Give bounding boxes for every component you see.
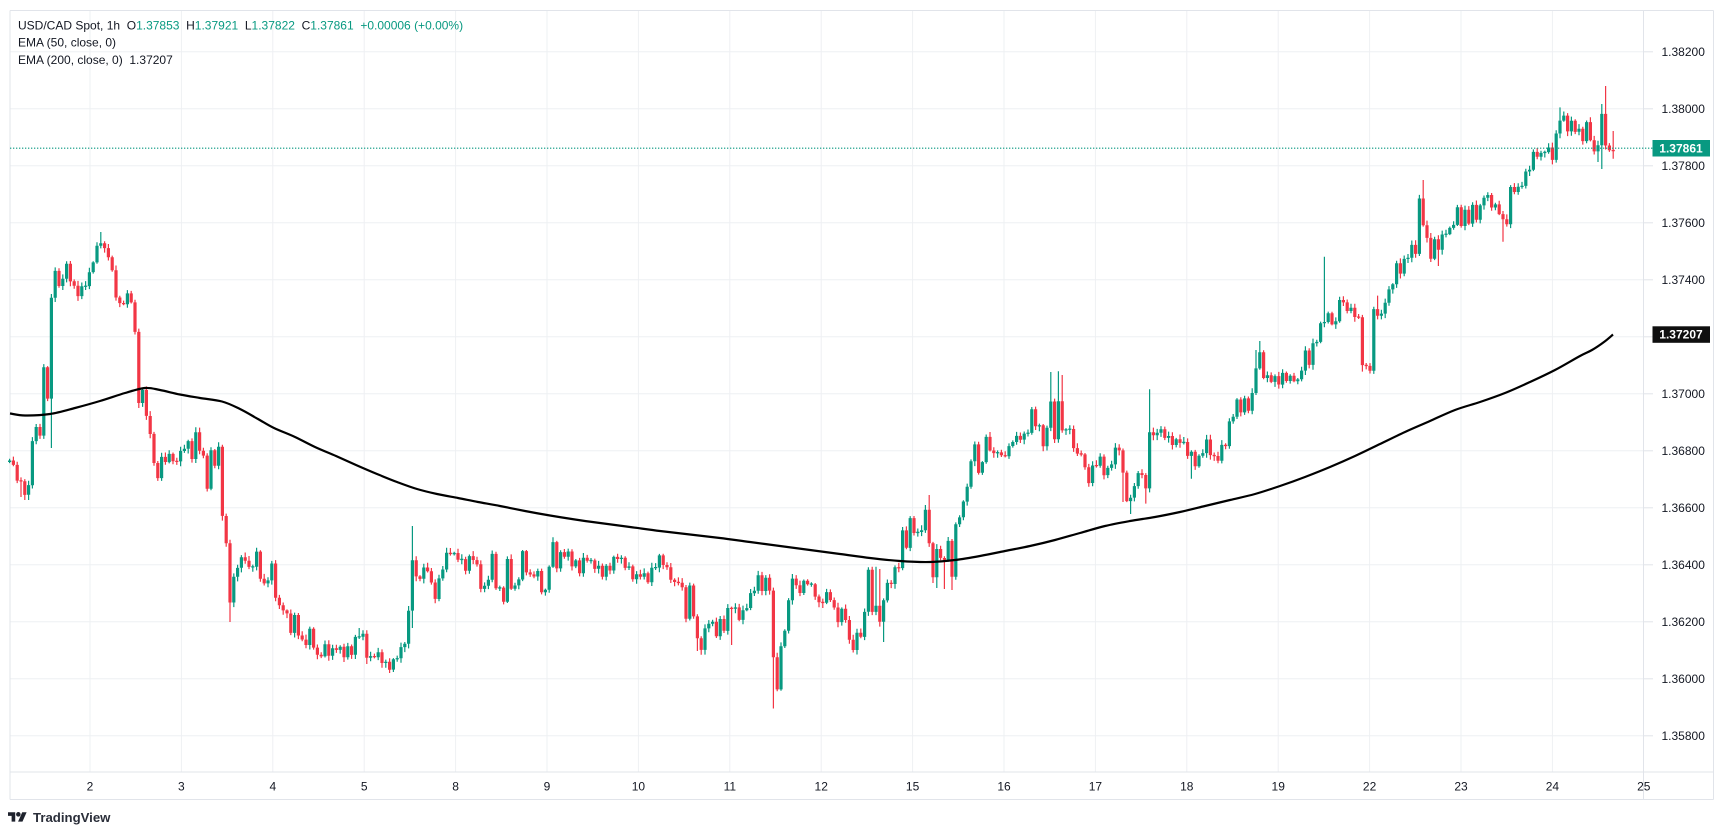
svg-text:1.36600: 1.36600 xyxy=(1662,501,1706,515)
svg-text:15: 15 xyxy=(906,780,920,794)
svg-text:25: 25 xyxy=(1637,780,1651,794)
svg-text:1.36000: 1.36000 xyxy=(1662,672,1706,686)
svg-text:1.37207: 1.37207 xyxy=(1659,328,1703,342)
svg-text:1.36400: 1.36400 xyxy=(1662,558,1706,572)
svg-text:23: 23 xyxy=(1454,780,1468,794)
svg-text:1.37800: 1.37800 xyxy=(1662,159,1706,173)
svg-text:8: 8 xyxy=(452,780,459,794)
svg-text:1.35800: 1.35800 xyxy=(1662,729,1706,743)
svg-text:TradingView: TradingView xyxy=(33,810,111,825)
svg-text:24: 24 xyxy=(1546,780,1560,794)
svg-text:11: 11 xyxy=(724,780,737,794)
svg-text:1.37861: 1.37861 xyxy=(1659,141,1703,155)
svg-text:10: 10 xyxy=(632,780,646,794)
svg-text:5: 5 xyxy=(361,780,368,794)
svg-text:1.36200: 1.36200 xyxy=(1662,615,1706,629)
svg-text:12: 12 xyxy=(815,780,829,794)
svg-text:19: 19 xyxy=(1272,780,1286,794)
svg-text:22: 22 xyxy=(1363,780,1377,794)
svg-text:4: 4 xyxy=(269,780,276,794)
svg-text:1.37000: 1.37000 xyxy=(1662,387,1706,401)
svg-text:3: 3 xyxy=(178,780,185,794)
svg-text:18: 18 xyxy=(1180,780,1194,794)
svg-text:17: 17 xyxy=(1089,780,1103,794)
svg-text:1.38200: 1.38200 xyxy=(1662,45,1706,59)
svg-text:1.37400: 1.37400 xyxy=(1662,273,1706,287)
svg-text:EMA (50, close, 0): EMA (50, close, 0) xyxy=(18,36,116,50)
svg-text:2: 2 xyxy=(87,780,94,794)
svg-text:EMA (200, close, 0) 1.37207: EMA (200, close, 0) 1.37207 xyxy=(18,53,173,67)
svg-text:9: 9 xyxy=(544,780,551,794)
svg-text:16: 16 xyxy=(997,780,1011,794)
svg-text:1.36800: 1.36800 xyxy=(1662,444,1706,458)
svg-text:1.38000: 1.38000 xyxy=(1662,102,1706,116)
svg-text:1.37600: 1.37600 xyxy=(1662,216,1706,230)
svg-text:USD/CAD Spot, 1h O1.37853 H1: USD/CAD Spot, 1h O1.37853 H1.37921 L1.37… xyxy=(18,18,463,32)
